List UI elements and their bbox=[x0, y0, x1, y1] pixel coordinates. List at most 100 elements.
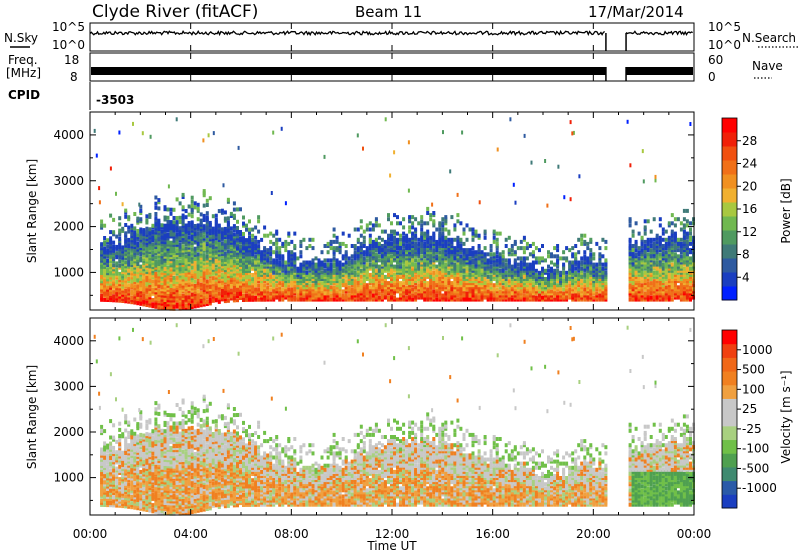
power-cell bbox=[417, 252, 421, 257]
power-cell bbox=[414, 279, 418, 284]
power-cell bbox=[187, 280, 191, 285]
power-cell bbox=[377, 244, 381, 248]
power-cell bbox=[519, 272, 523, 277]
power-cell bbox=[365, 262, 369, 267]
power-cell bbox=[583, 272, 587, 277]
power-cell bbox=[513, 293, 517, 298]
power-cell bbox=[477, 268, 481, 273]
power-cell bbox=[350, 289, 354, 294]
power-cell bbox=[160, 254, 164, 259]
power-cell bbox=[513, 268, 517, 273]
power-cell bbox=[453, 272, 457, 277]
power-cell bbox=[417, 221, 421, 226]
power-cell bbox=[586, 293, 590, 298]
power-cell bbox=[166, 236, 170, 241]
power-cell bbox=[365, 246, 369, 251]
power-cell bbox=[486, 258, 490, 263]
power-cell bbox=[353, 283, 357, 288]
power-cell bbox=[402, 289, 406, 294]
power-cell bbox=[326, 283, 330, 288]
power-cell bbox=[559, 277, 563, 281]
power-cell bbox=[299, 254, 303, 259]
power-cell bbox=[109, 230, 113, 235]
power-cell bbox=[420, 268, 424, 273]
power-cell bbox=[145, 286, 149, 291]
power-cell bbox=[356, 289, 360, 294]
power-cell bbox=[202, 273, 206, 278]
power-cell bbox=[374, 289, 378, 294]
power-cell bbox=[556, 285, 560, 290]
power-cell bbox=[184, 273, 188, 277]
power-cell bbox=[507, 279, 511, 284]
power-cell bbox=[314, 279, 318, 284]
power-cell bbox=[287, 256, 291, 261]
power-cell bbox=[444, 285, 448, 290]
power-cell bbox=[326, 295, 330, 300]
power-cell bbox=[399, 221, 402, 226]
power-cell bbox=[417, 260, 421, 265]
power-cell bbox=[498, 262, 502, 267]
power-cell bbox=[148, 278, 152, 283]
power-cell bbox=[435, 239, 439, 244]
power-cell bbox=[477, 246, 481, 251]
power-cell bbox=[447, 293, 451, 298]
power-cell bbox=[365, 266, 369, 271]
power-cell bbox=[302, 237, 306, 242]
power-cell bbox=[429, 260, 433, 265]
power-cell bbox=[214, 281, 218, 286]
power-cell bbox=[269, 291, 273, 296]
power-cell bbox=[199, 220, 203, 225]
power-cell bbox=[287, 289, 291, 294]
power-cell bbox=[329, 289, 333, 294]
power-cell bbox=[474, 279, 478, 284]
power-cell bbox=[432, 285, 436, 290]
power-cell bbox=[435, 283, 439, 288]
power-cell bbox=[163, 281, 167, 286]
power-cell bbox=[172, 247, 176, 251]
power-cell bbox=[257, 277, 261, 282]
power-cell bbox=[492, 235, 496, 240]
power-cell bbox=[260, 281, 264, 286]
power-cell bbox=[257, 270, 261, 275]
power-cell bbox=[580, 256, 584, 261]
power-cell bbox=[338, 268, 342, 273]
power-cell bbox=[154, 212, 158, 216]
power-cell bbox=[266, 248, 270, 253]
power-cell bbox=[453, 256, 457, 261]
power-cell bbox=[208, 235, 212, 240]
power-cell bbox=[305, 260, 309, 265]
power-cell bbox=[205, 233, 209, 238]
power-cell bbox=[456, 244, 460, 248]
power-cell bbox=[236, 219, 239, 224]
power-cell bbox=[640, 289, 644, 294]
power-cell bbox=[118, 278, 122, 283]
power-cell bbox=[184, 262, 188, 267]
power-cell bbox=[414, 227, 418, 232]
power-cell bbox=[239, 275, 242, 280]
power-cell bbox=[263, 285, 267, 290]
power-cell bbox=[257, 287, 261, 292]
power-cell bbox=[133, 298, 137, 303]
power-cell bbox=[196, 289, 200, 294]
power-cell bbox=[462, 231, 466, 236]
power-cell bbox=[139, 301, 143, 306]
power-cell bbox=[199, 270, 203, 275]
power-cell bbox=[169, 220, 173, 225]
power-cell bbox=[525, 289, 529, 294]
power-cell bbox=[115, 267, 119, 272]
power-cell bbox=[272, 266, 276, 271]
power-cell bbox=[390, 295, 393, 300]
power-cell bbox=[396, 246, 399, 251]
power-cell bbox=[142, 267, 146, 272]
power-cell bbox=[438, 285, 442, 290]
power-cell bbox=[652, 262, 656, 267]
power-cell bbox=[601, 277, 605, 281]
power-cell bbox=[199, 272, 203, 277]
power-cell bbox=[347, 272, 351, 277]
power-cell bbox=[145, 259, 149, 264]
power-cell bbox=[314, 289, 318, 294]
power-cell bbox=[133, 253, 137, 258]
power-cell bbox=[217, 264, 221, 269]
power-cell bbox=[368, 250, 372, 255]
power-cell bbox=[229, 255, 233, 260]
